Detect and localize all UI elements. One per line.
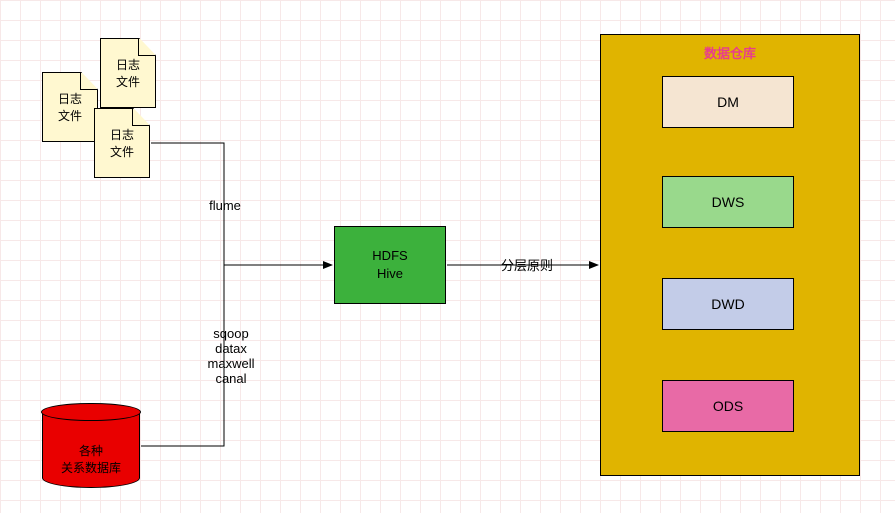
layer-dm-label: DM: [717, 94, 739, 110]
hdfs-label: HDFS Hive: [372, 247, 407, 283]
log-file-1: 日志 文件: [42, 72, 98, 142]
flume-label: flume: [196, 198, 254, 213]
layer-principle-label: 分层原则: [492, 255, 562, 274]
layer-dwd-label: DWD: [711, 296, 744, 312]
layer-dwd: DWD: [662, 278, 794, 330]
warehouse-title: 数据仓库: [601, 43, 859, 62]
database-node: 各种 关系数据库: [42, 404, 140, 488]
database-label: 各种 关系数据库: [42, 442, 140, 476]
log-file-label: 日志 文件: [58, 90, 82, 124]
layer-ods: ODS: [662, 380, 794, 432]
log-file-label: 日志 文件: [116, 56, 140, 90]
sqoop-label: sqoop datax maxwell canal: [196, 326, 266, 386]
layer-dws: DWS: [662, 176, 794, 228]
layer-dm: DM: [662, 76, 794, 128]
log-file-3: 日志 文件: [94, 108, 150, 178]
layer-ods-label: ODS: [713, 398, 743, 414]
log-file-2: 日志 文件: [100, 38, 156, 108]
layer-dws-label: DWS: [712, 194, 745, 210]
hdfs-node: HDFS Hive: [334, 226, 446, 304]
log-file-label: 日志 文件: [110, 126, 134, 160]
